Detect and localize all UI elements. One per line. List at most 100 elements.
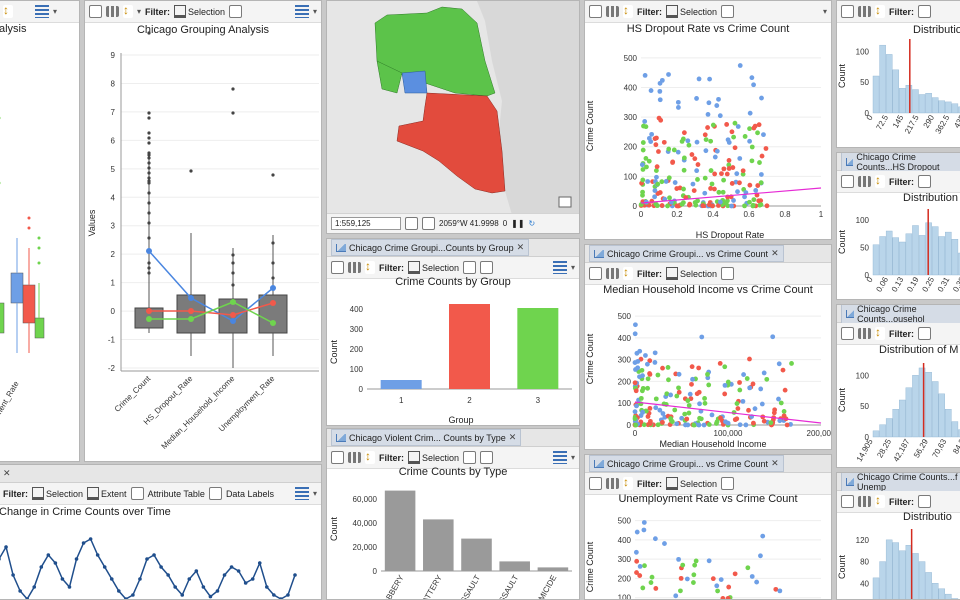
chart-properties-icon[interactable]: [841, 175, 854, 188]
chart-tab[interactable]: Chicago Crime Groupi... vs Crime Count ✕: [585, 245, 831, 263]
map-pane[interactable]: 1:559,125 2059°W 41.9998 0 ❚❚ ↻: [326, 0, 580, 234]
filter-extent-icon[interactable]: [229, 5, 243, 18]
filter-extent-button[interactable]: Extent: [87, 487, 127, 500]
region-group-2[interactable]: [396, 92, 506, 194]
filter-selection-icon[interactable]: [918, 5, 932, 18]
y-tick-label: 500: [624, 54, 638, 63]
bar-chart-icon[interactable]: [606, 478, 619, 489]
bar-chart-icon[interactable]: [606, 268, 619, 279]
data-point: [753, 188, 759, 193]
chart-tab[interactable]: Chicago Crime Counts...HS Dropout: [837, 153, 960, 175]
sort-icon[interactable]: [875, 3, 885, 18]
chart-tab[interactable]: Chicago Violent Crim... Counts by Type ✕: [327, 429, 579, 447]
chevron-down-icon[interactable]: ▾: [53, 7, 58, 16]
bar-chart-icon[interactable]: [348, 452, 361, 463]
sort-icon[interactable]: [875, 325, 885, 340]
close-icon[interactable]: ✕: [771, 248, 779, 258]
chart-properties-icon[interactable]: [589, 267, 602, 280]
attribute-table-icon[interactable]: [480, 261, 494, 274]
filter-extent-icon[interactable]: [721, 5, 735, 18]
filter-selection-button[interactable]: Selection: [32, 487, 83, 500]
filter-selection-button[interactable]: Selection: [666, 5, 717, 18]
chart-properties-icon[interactable]: [331, 451, 344, 464]
y-tick-label: 400: [618, 536, 632, 545]
navigator-icon[interactable]: [405, 217, 418, 230]
chicago-map[interactable]: [327, 1, 580, 215]
chart-tab[interactable]: ✕: [0, 465, 321, 483]
sort-icon[interactable]: [623, 3, 633, 18]
chart-properties-icon[interactable]: [589, 5, 602, 18]
properties-icon[interactable]: [35, 5, 49, 18]
sort-icon[interactable]: [875, 493, 885, 508]
chart-icon: [846, 157, 854, 166]
bar-chart-icon[interactable]: [858, 6, 871, 17]
filter-extent-icon[interactable]: [721, 267, 735, 280]
map-scale-input[interactable]: 1:559,125: [331, 217, 401, 230]
chevron-down-icon[interactable]: ▾: [312, 7, 317, 16]
filter-selection-button[interactable]: Selection: [408, 451, 459, 464]
data-point: [653, 405, 659, 411]
y-tick-label: 9: [111, 51, 116, 60]
filter-selection-icon[interactable]: [918, 327, 932, 340]
filter-extent-icon[interactable]: [721, 477, 735, 490]
properties-icon[interactable]: [294, 487, 309, 500]
bar-chart-icon[interactable]: [858, 328, 871, 339]
data-labels-button[interactable]: Data Labels: [225, 488, 274, 499]
chart-tab[interactable]: Chicago Crime Groupi... vs Crime Count ✕: [585, 455, 831, 473]
chart-properties-icon[interactable]: [331, 261, 344, 274]
chart-tab[interactable]: Chicago Crime Groupi...Counts by Group ✕: [327, 239, 579, 257]
filter-selection-button[interactable]: Selection: [666, 267, 717, 280]
x-tick-label: 100,000: [714, 429, 743, 438]
chart-properties-icon[interactable]: [841, 327, 854, 340]
filter-extent-icon[interactable]: [463, 451, 477, 464]
bar-chart-icon[interactable]: [606, 6, 619, 17]
close-icon[interactable]: ✕: [3, 468, 11, 478]
attribute-table-icon[interactable]: [480, 451, 494, 464]
properties-icon[interactable]: [552, 451, 567, 464]
close-icon[interactable]: ✕: [508, 432, 517, 442]
y-tick-label: 100: [618, 594, 632, 600]
refresh-icon[interactable]: ↻: [528, 219, 536, 228]
chart-properties-icon[interactable]: [89, 5, 102, 18]
grid-icon[interactable]: [422, 217, 435, 230]
chart-tab[interactable]: Chicago Crime Counts...ousehol: [837, 305, 960, 327]
bar-chart-icon[interactable]: [348, 262, 361, 273]
bar-chart-icon[interactable]: [858, 176, 871, 187]
pause-icon[interactable]: ❚❚: [511, 219, 525, 228]
close-icon[interactable]: ✕: [516, 242, 525, 252]
sort-icon[interactable]: [365, 449, 375, 464]
sort-icon[interactable]: [365, 259, 375, 274]
sort-icon[interactable]: [623, 475, 633, 490]
x-tick-label: 0.4: [707, 210, 719, 219]
chevron-down-icon[interactable]: ▾: [570, 263, 575, 272]
chevron-down-icon[interactable]: ▾: [822, 7, 827, 16]
chevron-down-icon[interactable]: ▾: [137, 7, 142, 16]
sort-icon[interactable]: [623, 265, 633, 280]
chevron-down-icon[interactable]: ▾: [312, 489, 317, 498]
properties-icon[interactable]: [552, 261, 567, 274]
filter-selection-button[interactable]: Selection: [408, 261, 459, 274]
filter-selection-icon[interactable]: [918, 495, 932, 508]
sort-icon[interactable]: [875, 173, 885, 188]
filter-selection-button[interactable]: Selection: [174, 5, 225, 18]
chart-tab[interactable]: Chicago Crime Counts...f Unemp: [837, 473, 960, 495]
histogram-bin: [931, 226, 939, 276]
attribute-table-button[interactable]: Attribute Table: [147, 488, 205, 499]
region-group-1[interactable]: [401, 70, 428, 94]
properties-icon[interactable]: [294, 5, 309, 18]
bar-chart-icon[interactable]: [106, 6, 119, 17]
histogram-bin: [892, 542, 899, 599]
filter-extent-icon[interactable]: [463, 261, 477, 274]
sort-icon[interactable]: [3, 3, 13, 18]
filter-selection-icon[interactable]: [918, 175, 932, 188]
bar-chart-icon[interactable]: [858, 496, 871, 507]
chart-properties-icon[interactable]: [589, 477, 602, 490]
chart-properties-icon[interactable]: [841, 495, 854, 508]
close-icon[interactable]: ✕: [771, 458, 779, 468]
sort-icon[interactable]: [123, 3, 133, 18]
chart-properties-icon[interactable]: [841, 5, 854, 18]
data-point: [752, 123, 758, 129]
filter-selection-button[interactable]: Selection: [666, 477, 717, 490]
chevron-down-icon[interactable]: ▾: [570, 453, 575, 462]
overview-icon[interactable]: [558, 196, 572, 208]
